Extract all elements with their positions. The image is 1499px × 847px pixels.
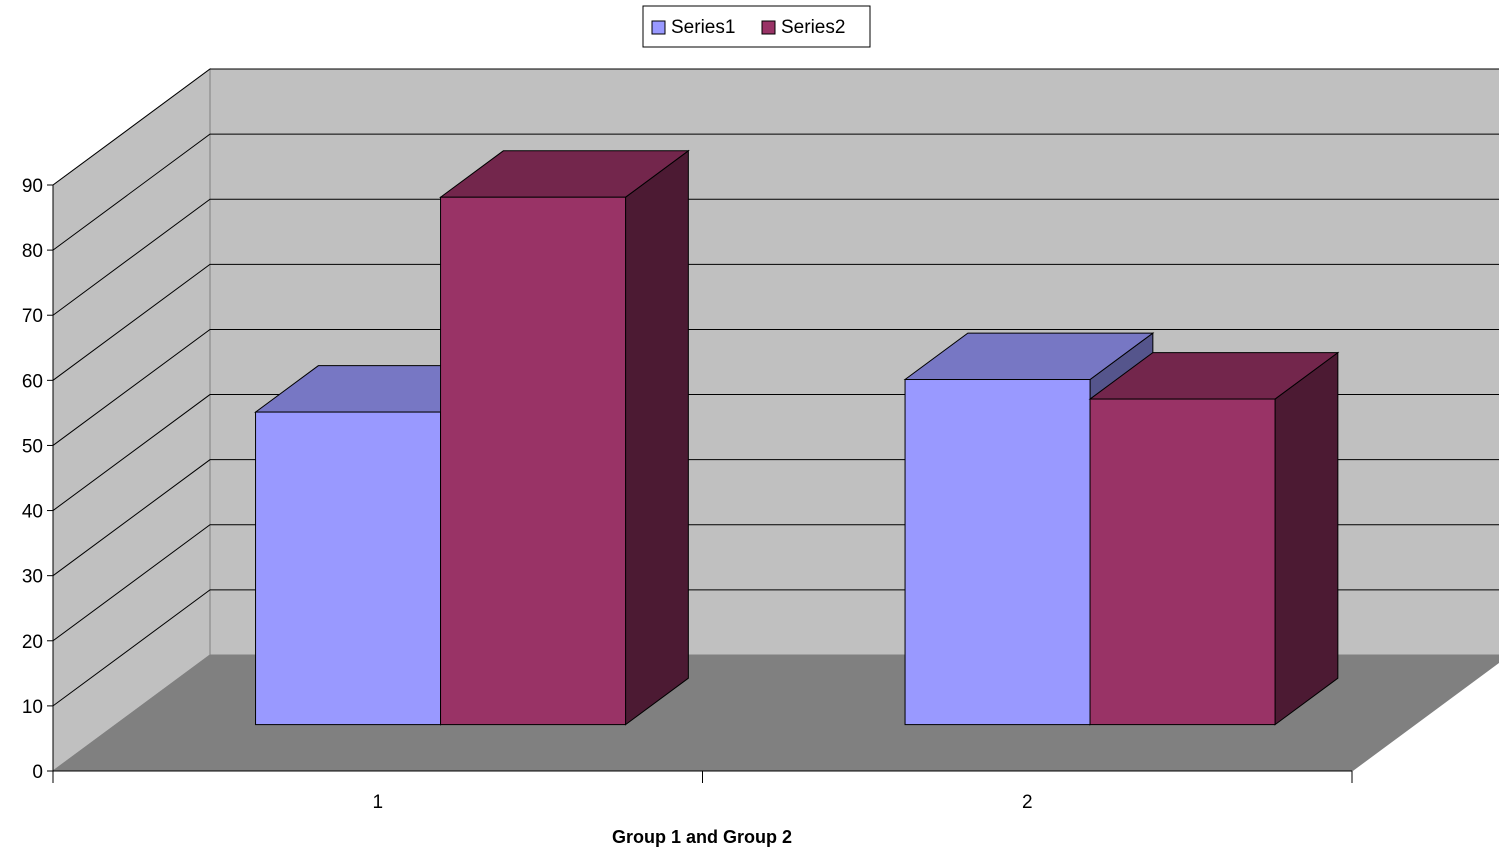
y-tick-label: 60	[22, 371, 43, 392]
y-tick-label: 50	[22, 436, 43, 457]
y-tick-label: 0	[32, 762, 43, 783]
y-tick-label: 90	[22, 176, 43, 197]
y-tick-label: 10	[22, 697, 43, 718]
gridline	[52, 133, 1499, 251]
legend-label-series1: Series1	[671, 17, 735, 38]
gridline	[52, 68, 1499, 186]
y-tick-label: 30	[22, 567, 43, 588]
y-axis: 0 10 20 30 40 50 60 70 80 90	[22, 176, 54, 783]
y-tick-label: 40	[22, 502, 43, 523]
gridline	[52, 198, 1499, 316]
x-axis-title: Group 1 and Group 2	[612, 827, 792, 847]
side-wall	[52, 68, 211, 772]
bars	[254, 149, 1340, 726]
legend: Series1 Series2	[642, 5, 871, 48]
bar-front	[440, 196, 627, 726]
gridline	[52, 328, 1499, 446]
bar-front	[904, 379, 1091, 726]
y-tick-label: 20	[22, 632, 43, 653]
bar-side	[1274, 351, 1339, 726]
legend-swatch-series1	[651, 20, 666, 35]
gridline	[52, 263, 1499, 381]
bar-front	[1089, 398, 1276, 726]
bar-series2-cat-2	[1088, 351, 1340, 726]
x-tick-label: 1	[372, 792, 383, 813]
y-tick-label: 80	[22, 241, 43, 262]
bar-front	[255, 411, 442, 726]
y-tick-label: 70	[22, 306, 43, 327]
bar-series2-cat-1	[439, 149, 690, 726]
legend-swatch-series2	[761, 20, 776, 35]
legend-box	[642, 5, 871, 48]
x-tick-label: 2	[1022, 792, 1033, 813]
bar-side	[625, 149, 689, 726]
legend-label-series2: Series2	[781, 17, 845, 38]
